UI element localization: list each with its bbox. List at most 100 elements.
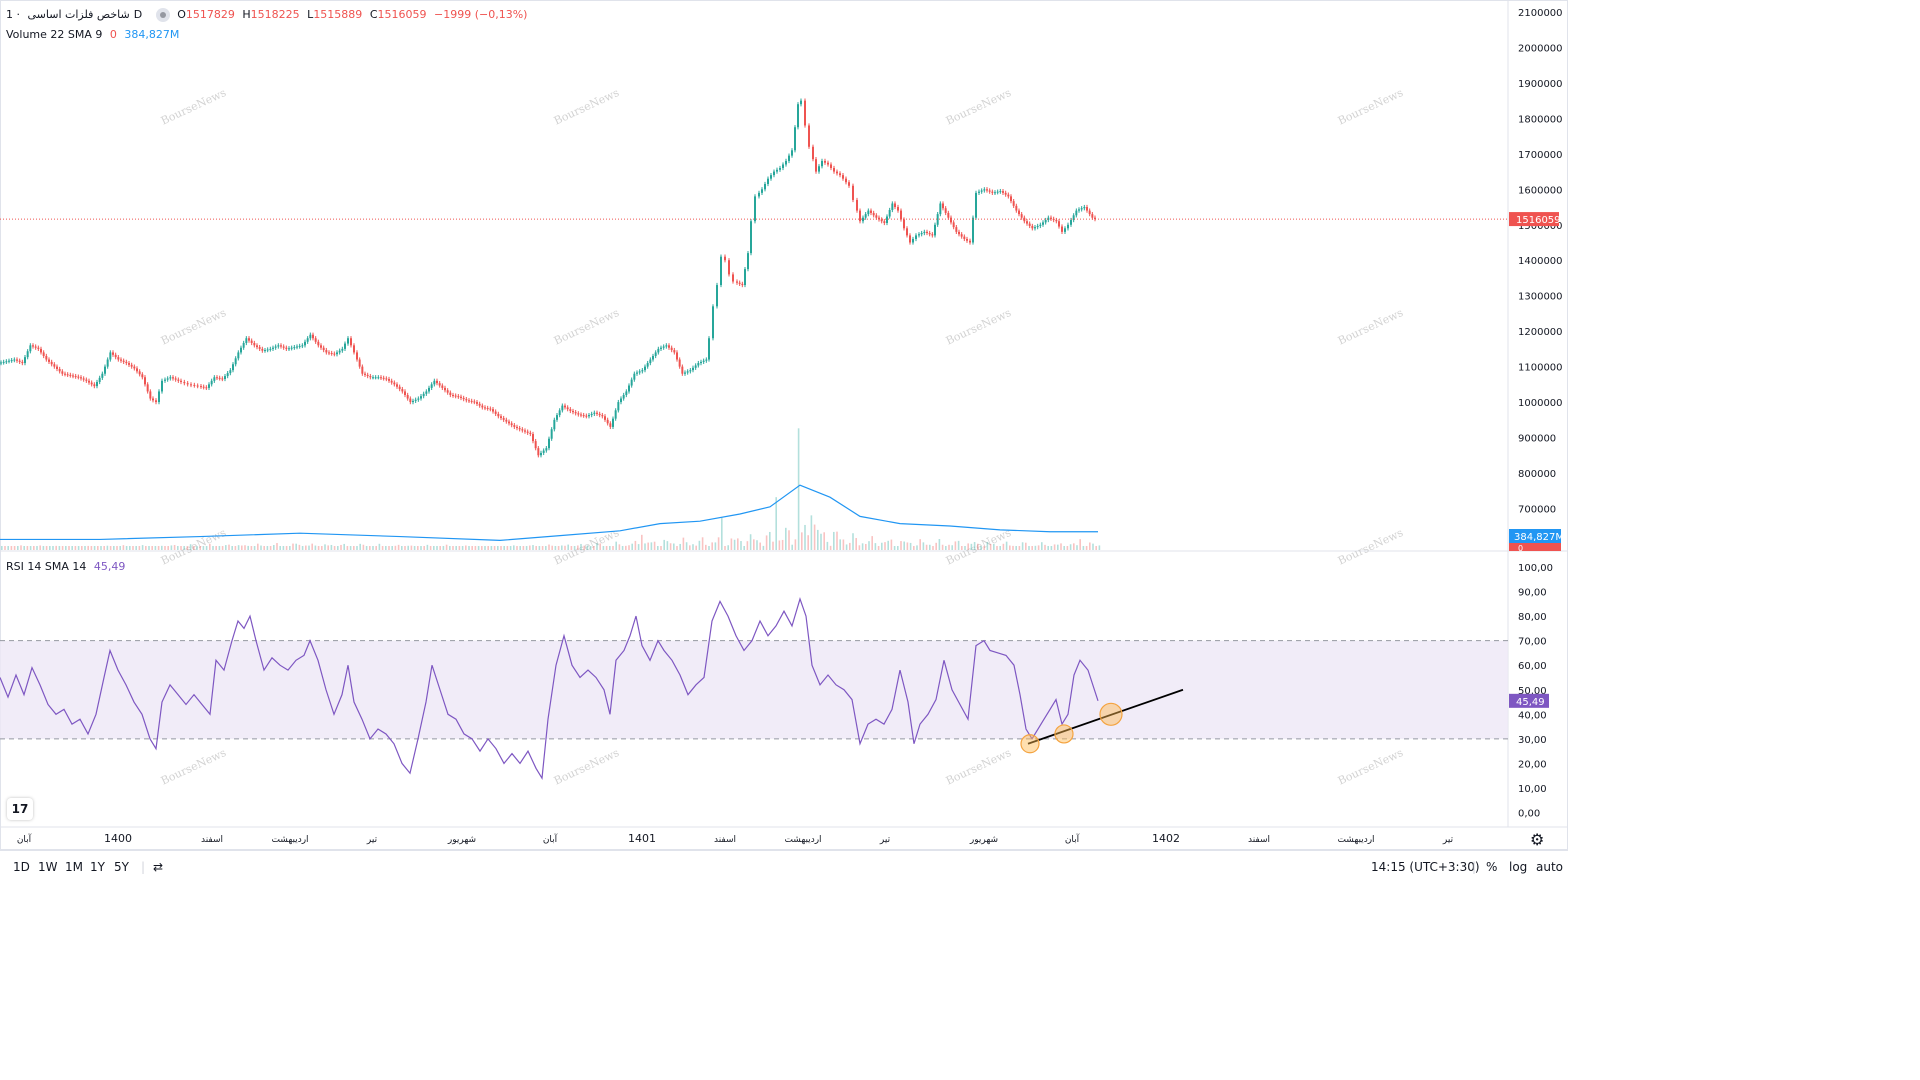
volume-bar [1021, 542, 1024, 550]
rsi-axis-label: 0,00 [1518, 809, 1540, 820]
timeframe-1d[interactable]: 1D [13, 860, 30, 874]
clock[interactable]: 14:15 (UTC+3:30) [1371, 860, 1480, 874]
volume-bar [823, 532, 825, 550]
watermark-text: BourseNews [159, 746, 229, 788]
candle-body [1042, 222, 1044, 225]
eye-icon[interactable] [155, 8, 170, 22]
candle-body [1067, 224, 1069, 229]
candle-body [614, 410, 617, 419]
candle-body [665, 345, 668, 347]
volume-bar [1, 546, 3, 550]
volume-bar [202, 546, 205, 550]
volume-bar [813, 524, 816, 550]
tradingview-logo-icon[interactable]: 17 [7, 798, 33, 820]
price-axis-label: 1700000 [1518, 150, 1563, 161]
candle-body [69, 374, 72, 376]
volume-bar [919, 539, 921, 550]
candle-body [484, 407, 486, 409]
volume-bar [721, 517, 723, 550]
candle-body [172, 377, 174, 379]
volume-bar [1031, 546, 1033, 550]
date-range-icon[interactable]: ⇄ [153, 860, 164, 874]
volume-bar [692, 544, 694, 550]
price-axis-label: 800000 [1518, 469, 1556, 480]
volume-bar [1034, 545, 1037, 550]
symbol-name[interactable]: شاخص فلزات اساسی [27, 8, 130, 21]
volume-bar [388, 546, 390, 550]
candle-body [428, 387, 430, 392]
volume-bar [631, 543, 633, 550]
volume-bar [279, 546, 281, 550]
volume-bar [490, 546, 493, 550]
rsi-value: 45,49 [93, 560, 126, 573]
time-axis-label: 1401 [628, 832, 656, 845]
candle-body [622, 394, 625, 399]
candle-body [74, 376, 77, 378]
candle-body [481, 405, 484, 408]
candle-body [34, 346, 37, 348]
volume-bar [893, 546, 896, 550]
timeframe-1w[interactable]: 1W [38, 860, 58, 874]
volume-bar [458, 546, 461, 550]
volume-bar [993, 543, 995, 550]
price-axis-label: 1600000 [1518, 185, 1563, 196]
volume-bar [785, 527, 787, 550]
candle-body [700, 361, 702, 364]
volume-bar [932, 546, 934, 550]
candle-body [620, 398, 622, 403]
candle-body [630, 379, 633, 386]
candle-body [996, 191, 999, 193]
candle-body [950, 217, 952, 223]
rsi-highlight-circle [1020, 734, 1040, 754]
candle-body [1002, 191, 1004, 193]
candle-body [540, 452, 542, 456]
log-toggle[interactable]: log [1509, 860, 1528, 874]
volume-bar [957, 540, 960, 550]
candle-body [1034, 227, 1036, 229]
volume-label[interactable]: Volume 22 SMA 9 [6, 28, 103, 41]
candle-body [920, 233, 923, 235]
candle-body [309, 334, 312, 339]
rsi-band [0, 640, 1508, 739]
auto-toggle[interactable]: auto [1536, 860, 1564, 874]
volume-bar [420, 546, 422, 550]
volume-bar [397, 544, 400, 550]
candle-body [333, 353, 336, 355]
rsi-axis-label: 40,00 [1518, 710, 1547, 721]
candle-body [1061, 226, 1063, 232]
rsi-trendline [1027, 688, 1184, 745]
volume-bar [212, 546, 214, 550]
candle-body [256, 345, 258, 348]
chart-canvas[interactable]: BourseNews BourseNews BourseNews BourseNews… [0, 0, 1568, 850]
candle-body [897, 207, 899, 211]
volume-bar [196, 546, 198, 550]
candle-body [1075, 210, 1078, 216]
volume-bar [141, 545, 144, 550]
candle-body [425, 391, 428, 394]
last-price-label: 1516059 [1516, 215, 1561, 226]
volume-bar [445, 544, 448, 550]
rsi-label[interactable]: RSI 14 SMA 14 [6, 560, 87, 573]
volume-bar [1069, 544, 1072, 550]
volume-bar [865, 543, 867, 550]
candle-body [40, 348, 42, 353]
volume-bar [961, 546, 963, 550]
volume-bar [1073, 543, 1075, 550]
volume-bar [945, 546, 947, 550]
candle-body [983, 189, 986, 191]
volume-bar [317, 546, 320, 550]
volume-bar [980, 546, 982, 550]
timeframe-1m[interactable]: 1M [65, 860, 83, 874]
timeframe-1y[interactable]: 1Y [90, 860, 105, 874]
gear-icon[interactable]: ⚙ [1530, 830, 1545, 849]
interval-label[interactable]: 1D [6, 8, 143, 21]
volume-bar [554, 546, 557, 550]
candle-body [903, 219, 905, 229]
candle-body [580, 414, 582, 416]
time-axis-label: اردیبهشت [784, 835, 821, 845]
candle-body [606, 419, 609, 424]
timeframe-5y[interactable]: 5Y [114, 860, 129, 874]
candle-body [660, 347, 662, 349]
candle-body [708, 338, 710, 360]
percent-toggle[interactable]: % [1486, 860, 1498, 874]
